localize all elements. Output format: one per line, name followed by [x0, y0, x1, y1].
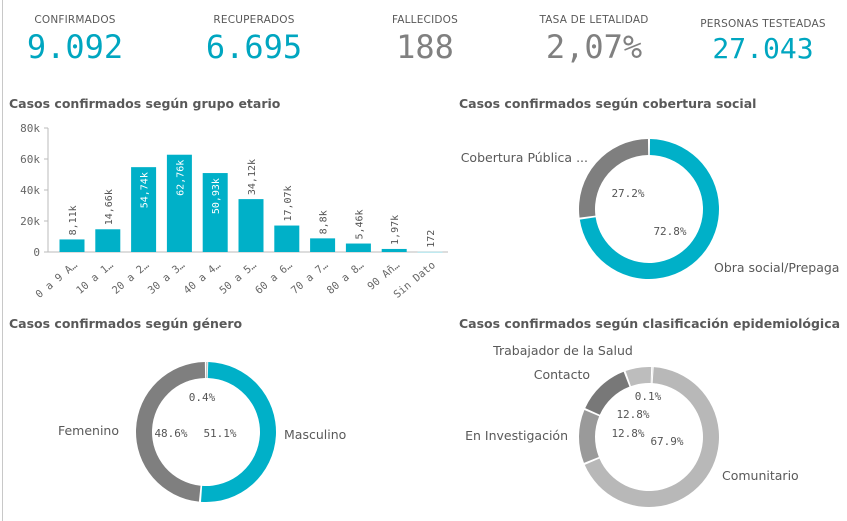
y-tick-label: 0: [33, 246, 40, 259]
donut-slice: [135, 362, 206, 502]
kpi-value: 188: [396, 28, 454, 66]
x-tick-label: 20 a 2…: [110, 259, 152, 297]
y-tick-label: 20k: [20, 215, 40, 228]
bar-value-label: 50,93k: [211, 178, 222, 214]
bar: [131, 167, 157, 252]
bar-value-label: 62,76k: [175, 160, 186, 196]
slice-percent-label: 12.8%: [611, 427, 644, 440]
x-tick-label: 30 a 3…: [146, 259, 188, 297]
kpi-label: TASA DE LETALIDAD: [539, 14, 649, 26]
coverage-chart-title: Casos confirmados según cobertura social: [459, 96, 757, 111]
kpi-value: 9.092: [26, 28, 124, 66]
epi-chart-title: Casos confirmados según clasificación ep…: [459, 316, 841, 331]
y-tick-label: 60k: [20, 153, 40, 166]
bar-value-label: 5,46k: [354, 209, 365, 239]
donut-slice: [585, 371, 630, 415]
kpi-confirmados: CONFIRMADOS 9.092: [0, 14, 150, 66]
bar: [59, 239, 85, 252]
donut-slice: [625, 367, 652, 387]
slice-percent-label: 67.9%: [650, 435, 683, 448]
x-tick-label: 70 a 7…: [289, 259, 331, 297]
slice-percent-label: 72.8%: [653, 225, 686, 238]
slice-label: Contacto: [534, 367, 590, 382]
slice-percent-label: 27.2%: [611, 187, 644, 200]
y-tick-label: 80k: [20, 122, 40, 135]
slice-percent-label: 0.4%: [189, 391, 216, 404]
bar: [345, 243, 371, 252]
kpi-label: RECUPERADOS: [213, 14, 295, 26]
kpi-fallecidos: FALLECIDOS 188: [350, 14, 500, 66]
bar-value-label: 8,8k: [319, 210, 330, 234]
kpi-label: FALLECIDOS: [391, 14, 459, 26]
bar-value-label: 54,74k: [140, 172, 151, 208]
age-chart-title: Casos confirmados según grupo etario: [9, 96, 281, 111]
left-divider: [2, 0, 3, 521]
gender-chart-title: Casos confirmados según género: [9, 316, 243, 331]
slice-percent-label: 12.8%: [616, 408, 649, 421]
slice-percent-label: 48.6%: [154, 427, 187, 440]
bar-value-label: 34,12k: [247, 159, 258, 195]
kpi-value: 27.043: [712, 32, 814, 65]
bar-value-label: 172: [426, 230, 437, 248]
kpi-value: 2,07%: [545, 28, 643, 66]
donut-slice: [206, 362, 208, 379]
bar: [202, 173, 228, 252]
bar: [310, 238, 336, 252]
bar: [95, 229, 121, 252]
slice-label: En Investigación: [465, 428, 568, 443]
slice-label: Cobertura Pública ...: [461, 150, 588, 165]
x-tick-label: 60 a 6…: [253, 259, 295, 297]
kpi-recuperados: RECUPERADOS 6.695: [179, 14, 329, 66]
bar: [417, 251, 443, 253]
donut-slice: [579, 139, 649, 218]
x-tick-label: 50 a 5…: [217, 259, 259, 297]
donut-slice: [651, 367, 653, 384]
kpi-testeadas: PERSONAS TESTEADAS 27.043: [688, 18, 838, 65]
slice-label: Masculino: [284, 427, 346, 442]
bar-value-label: 1,97k: [390, 215, 401, 245]
bar: [238, 199, 264, 252]
slice-label: Trabajador de la Salud: [492, 343, 633, 358]
slice-label: Obra social/Prepaga: [714, 260, 839, 275]
donut-slice: [579, 410, 600, 463]
kpi-label: CONFIRMADOS: [34, 14, 116, 26]
slice-label: Femenino: [58, 423, 119, 438]
bar-value-label: 8,11k: [68, 205, 79, 235]
kpi-label: PERSONAS TESTEADAS: [700, 18, 826, 30]
kpi-value: 6.695: [205, 28, 303, 66]
kpi-letalidad: TASA DE LETALIDAD 2,07%: [519, 14, 669, 66]
bar: [166, 154, 192, 252]
bar-value-label: 17,07k: [283, 185, 294, 221]
x-tick-label: 10 a 1…: [74, 259, 116, 297]
slice-percent-label: 0.1%: [635, 390, 662, 403]
donut-slice: [200, 362, 277, 502]
y-tick-label: 40k: [20, 184, 40, 197]
bar: [381, 248, 407, 252]
slice-label: Comunitario: [722, 468, 799, 483]
x-tick-label: 0 a 9 A…: [33, 259, 79, 301]
bar: [274, 225, 300, 252]
x-tick-label: 80 a 8…: [325, 259, 367, 297]
bar-value-label: 14,66k: [104, 189, 115, 225]
slice-percent-label: 51.1%: [203, 427, 236, 440]
x-tick-label: 40 a 4…: [182, 259, 224, 297]
